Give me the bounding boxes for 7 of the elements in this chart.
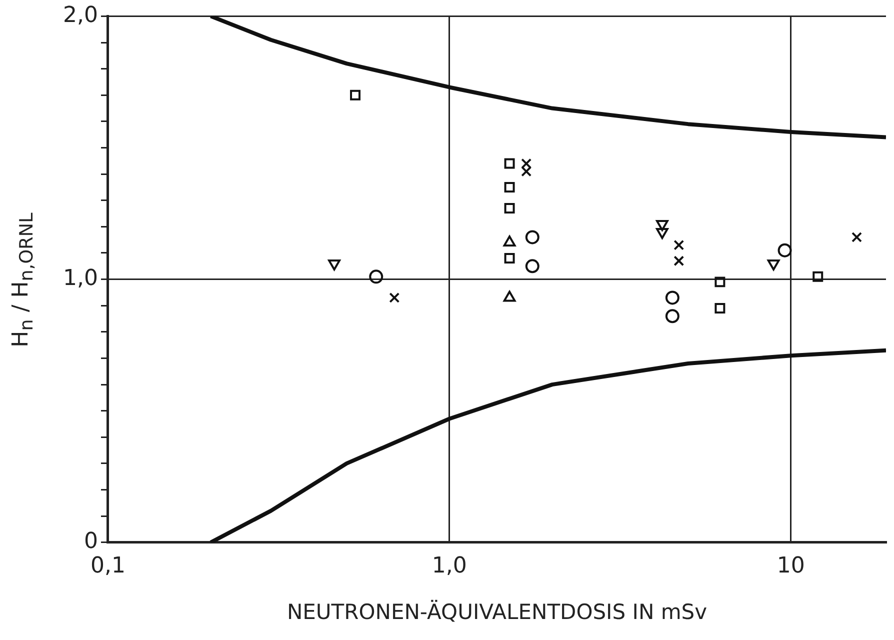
- y-tick-label: 0: [84, 529, 98, 554]
- y-tick-label: 2,0: [62, 2, 98, 28]
- x-tick-label: 10: [776, 553, 805, 578]
- y-tick-label: 1,0: [62, 266, 98, 292]
- x-tick-label: 0,1: [90, 553, 126, 578]
- x-tick-label: 1,0: [432, 553, 467, 578]
- x-axis-title: NEUTRONEN-ÄQUIVALENTDOSIS IN mSv: [286, 598, 708, 624]
